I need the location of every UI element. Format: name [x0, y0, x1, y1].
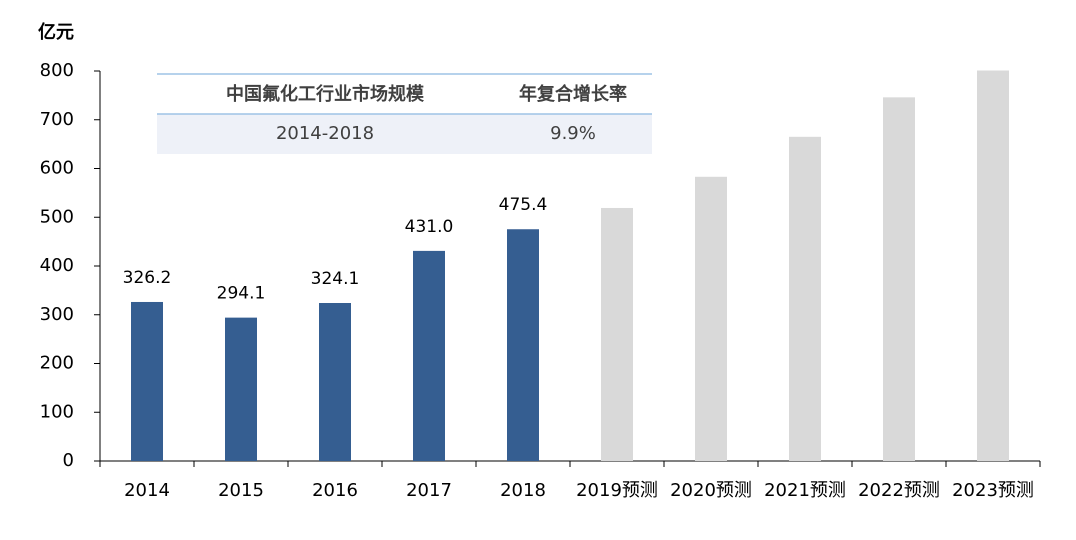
x-tick-label: 2019预测 — [576, 480, 658, 501]
table-row-bg — [157, 114, 652, 154]
y-tick-label: 400 — [40, 255, 74, 276]
y-tick-label: 500 — [40, 206, 74, 227]
data-label: 475.4 — [499, 195, 548, 215]
bar — [883, 97, 915, 461]
table-header: 中国氟化工行业市场规模 — [226, 83, 425, 105]
y-tick-label: 700 — [40, 109, 74, 130]
x-tick-label: 2015 — [218, 480, 264, 501]
x-tick-label: 2022预测 — [858, 480, 940, 501]
y-axis-label: 亿元 — [38, 21, 74, 43]
bar — [601, 207, 633, 461]
table-header: 年复合增长率 — [519, 83, 627, 105]
y-tick-label: 100 — [40, 401, 74, 422]
bar — [695, 176, 727, 461]
bar — [413, 250, 445, 461]
data-label: 324.1 — [311, 269, 360, 289]
y-tick-label: 200 — [40, 353, 74, 374]
bar — [789, 136, 821, 461]
table-cell: 9.9% — [550, 123, 596, 144]
table-cell: 2014-2018 — [276, 123, 374, 144]
data-label: 431.0 — [405, 217, 454, 237]
y-tick-label: 600 — [40, 158, 74, 179]
x-tick-label: 2014 — [124, 480, 170, 501]
data-label: 326.2 — [123, 268, 172, 288]
x-tick-label: 2017 — [406, 480, 452, 501]
x-tick-label: 2020预测 — [670, 480, 752, 501]
y-tick-label: 800 — [40, 60, 74, 81]
data-label: 294.1 — [217, 284, 266, 304]
x-tick-label: 2021预测 — [764, 480, 846, 501]
bar — [131, 301, 163, 461]
y-tick-label: 300 — [40, 304, 74, 325]
bar — [225, 317, 257, 461]
x-tick-label: 2016 — [312, 480, 358, 501]
bar — [977, 70, 1009, 461]
x-tick-label: 2018 — [500, 480, 546, 501]
x-tick-label: 2023预测 — [952, 480, 1034, 501]
bar — [319, 303, 351, 461]
y-tick-label: 0 — [63, 450, 74, 471]
bar — [507, 229, 539, 461]
